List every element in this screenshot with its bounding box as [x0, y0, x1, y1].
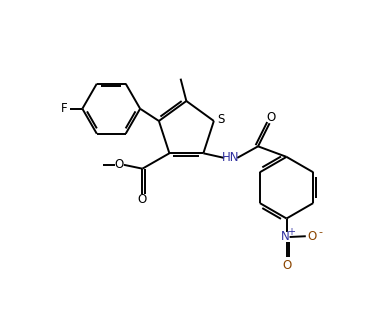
- Text: O: O: [115, 158, 124, 171]
- Text: -: -: [318, 226, 323, 237]
- Text: O: O: [307, 230, 317, 243]
- Text: O: O: [138, 193, 147, 206]
- Text: O: O: [267, 111, 276, 124]
- Text: HN: HN: [222, 152, 240, 165]
- Text: +: +: [287, 226, 295, 237]
- Text: N: N: [281, 230, 289, 243]
- Text: S: S: [217, 113, 225, 126]
- Text: O: O: [282, 259, 291, 272]
- Text: F: F: [61, 102, 68, 115]
